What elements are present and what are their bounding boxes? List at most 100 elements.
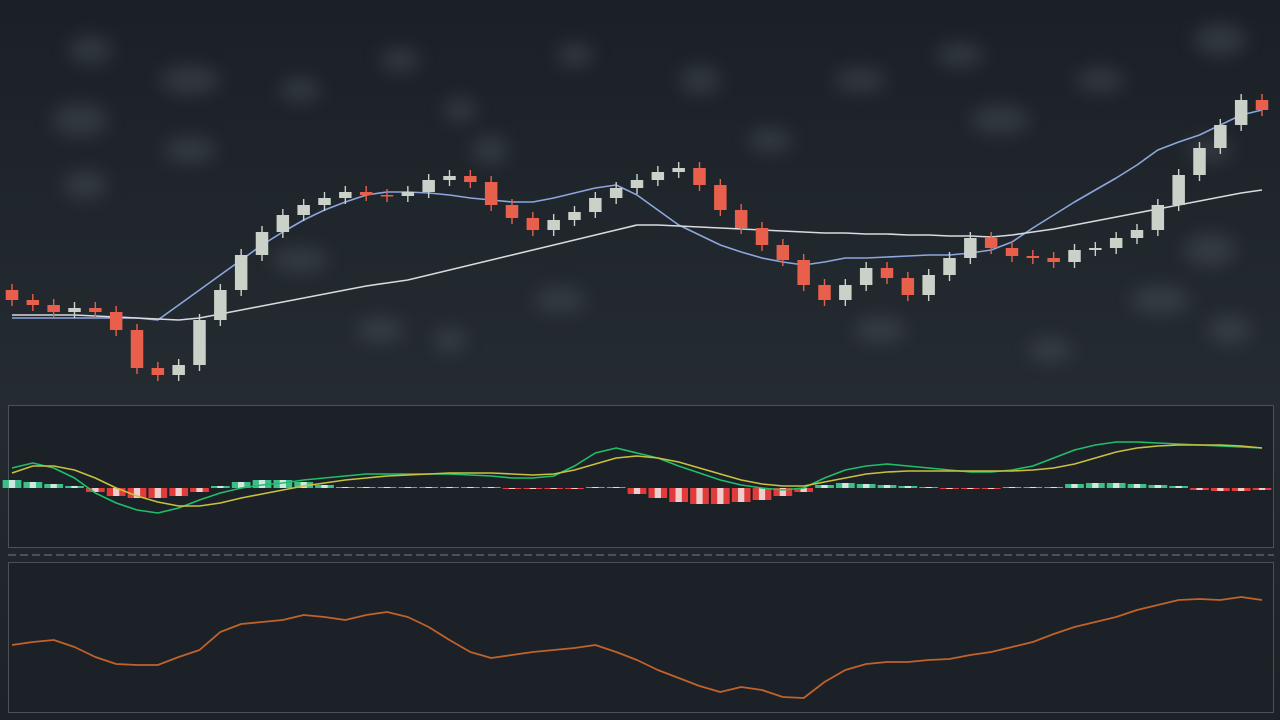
candle-body [672,168,685,172]
histogram-highlight [217,486,224,488]
candle-body [901,278,915,295]
candle-body [568,212,581,220]
histogram-highlight [175,488,182,496]
candle-body [839,285,852,300]
bokeh [52,24,1252,362]
histogram-highlight [508,488,516,489]
histogram-highlight [1258,488,1266,490]
candle-body [1214,125,1227,148]
histogram-highlight [821,485,828,488]
candle-body [89,308,102,312]
candle-body [214,290,227,320]
histogram-highlight [883,485,891,488]
candle-body [234,255,248,290]
histogram-highlight [258,480,266,488]
macd-line [11,444,1263,507]
histogram-highlight [1133,484,1141,488]
histogram-highlight [71,486,78,488]
candle-body [630,180,644,188]
candle-body [1130,230,1144,238]
candle-body [68,308,81,312]
histogram-highlight [92,488,99,492]
macd-line [11,441,1263,514]
histogram-highlight [1113,483,1120,488]
candle-body [422,180,435,192]
candle-body [109,312,123,330]
histogram-highlight [425,487,432,488]
candle-body [818,285,831,300]
candle-body [47,305,60,312]
histogram-highlight [904,486,911,488]
moving-average [12,109,1263,321]
candle-body [880,268,894,278]
candle-body [776,245,790,260]
histogram-highlight [238,482,245,488]
candle-body [693,168,706,185]
candle-body [130,330,144,368]
candle-body [1255,100,1269,110]
histogram-highlight [717,488,724,504]
candle-body [255,232,269,255]
histogram-highlight [550,488,557,489]
histogram-highlight [113,488,120,496]
histogram-highlight [571,488,578,489]
candle-body [859,268,873,285]
candle-body [609,188,623,198]
histogram-highlight [1154,485,1161,488]
histogram-highlight [383,487,391,488]
histogram-highlight [50,484,57,488]
histogram-highlight [154,488,161,498]
histogram-highlight [404,487,411,488]
histogram-highlight [1217,488,1224,491]
candle-body [964,238,977,258]
candle-body [151,368,165,375]
histogram-highlight [446,487,453,488]
candle-body [922,275,935,295]
histogram-highlight [1029,487,1036,488]
candle-body [443,176,456,180]
histogram-highlight [654,488,661,498]
candle-body [172,365,185,375]
candle-body [401,192,415,196]
candle-body [984,238,998,248]
candle-body [26,300,40,305]
histogram-highlight [196,488,203,492]
candle-body [193,320,206,365]
candle-body [276,215,290,232]
histogram-highlight [342,487,349,488]
candle-body [1089,248,1102,250]
histogram-highlight [1050,487,1057,488]
histogram-highlight [988,488,995,489]
histogram-highlight [592,487,599,488]
histogram-highlight [863,484,870,488]
candle-body [1234,100,1248,125]
candle-body [297,205,310,215]
candle-body [651,172,665,180]
candle-body [380,195,394,197]
candle-body [1047,258,1060,262]
candle-body [464,176,477,182]
histogram-highlight [738,488,745,502]
histogram-highlight [529,488,536,489]
candle-body [1151,205,1165,230]
candle-body [943,258,956,275]
candle-body [505,205,519,218]
candle-body [318,198,331,205]
candle-body [484,182,498,205]
histogram-highlight [1175,486,1182,488]
histogram-highlight [1008,487,1016,488]
histogram-highlight [675,488,682,502]
candle-body [734,210,748,228]
histogram-highlight [633,488,641,494]
histogram-highlight [363,487,370,488]
histogram-highlight [925,487,932,488]
histogram-highlight [467,487,474,488]
histogram-highlight [946,488,953,489]
candle-body [1172,175,1185,205]
candle-body [1026,256,1040,258]
histogram-highlight [967,488,974,489]
histogram-highlight [488,487,495,488]
candle-body [1193,148,1206,175]
